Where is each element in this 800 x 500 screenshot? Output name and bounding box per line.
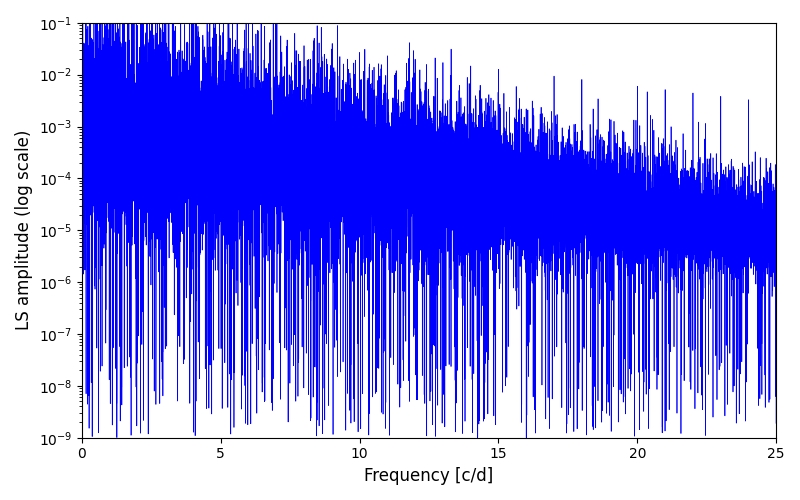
X-axis label: Frequency [c/d]: Frequency [c/d] — [364, 467, 494, 485]
Y-axis label: LS amplitude (log scale): LS amplitude (log scale) — [15, 130, 33, 330]
